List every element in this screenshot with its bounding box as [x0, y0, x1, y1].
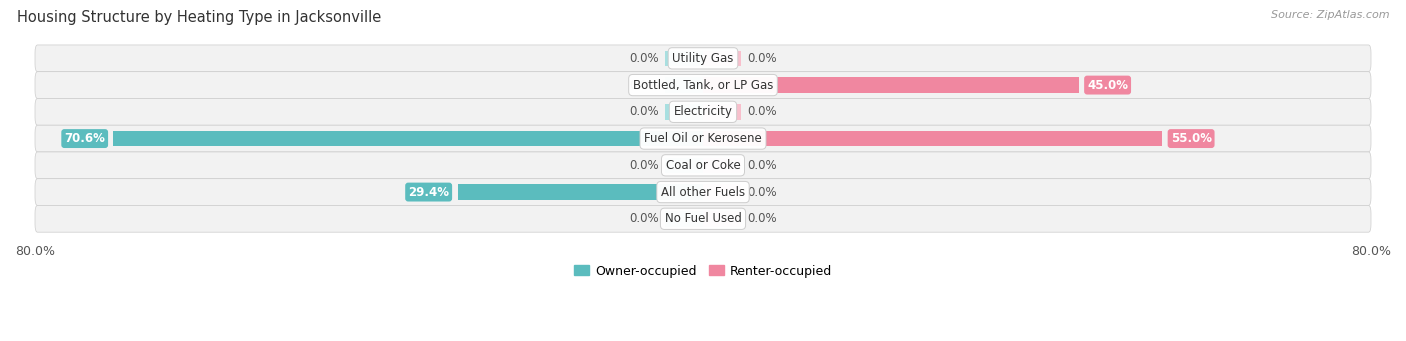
Bar: [703, 131, 1163, 146]
Text: Fuel Oil or Kerosene: Fuel Oil or Kerosene: [644, 132, 762, 145]
Text: 29.4%: 29.4%: [408, 186, 449, 198]
FancyBboxPatch shape: [35, 205, 1371, 232]
Text: 0.0%: 0.0%: [628, 212, 659, 225]
Text: 0.0%: 0.0%: [628, 78, 659, 92]
Bar: [703, 50, 741, 66]
Text: 0.0%: 0.0%: [747, 186, 778, 198]
FancyBboxPatch shape: [35, 152, 1371, 179]
Text: 0.0%: 0.0%: [628, 52, 659, 65]
Legend: Owner-occupied, Renter-occupied: Owner-occupied, Renter-occupied: [568, 260, 838, 283]
Text: 0.0%: 0.0%: [747, 52, 778, 65]
Text: Electricity: Electricity: [673, 105, 733, 118]
FancyBboxPatch shape: [35, 99, 1371, 125]
Text: Housing Structure by Heating Type in Jacksonville: Housing Structure by Heating Type in Jac…: [17, 10, 381, 25]
FancyBboxPatch shape: [35, 72, 1371, 99]
Text: All other Fuels: All other Fuels: [661, 186, 745, 198]
Text: 55.0%: 55.0%: [1171, 132, 1212, 145]
Bar: [665, 211, 703, 226]
Text: Source: ZipAtlas.com: Source: ZipAtlas.com: [1271, 10, 1389, 20]
Text: 0.0%: 0.0%: [747, 159, 778, 172]
FancyBboxPatch shape: [35, 45, 1371, 72]
Text: 0.0%: 0.0%: [628, 105, 659, 118]
Bar: [703, 158, 741, 173]
Bar: [703, 104, 741, 120]
FancyBboxPatch shape: [35, 179, 1371, 205]
Text: Utility Gas: Utility Gas: [672, 52, 734, 65]
Bar: [665, 158, 703, 173]
Bar: [703, 77, 1078, 93]
Text: 70.6%: 70.6%: [65, 132, 105, 145]
Bar: [703, 184, 741, 200]
Bar: [457, 184, 703, 200]
Bar: [703, 211, 741, 226]
Bar: [665, 77, 703, 93]
Bar: [665, 50, 703, 66]
Text: 45.0%: 45.0%: [1087, 78, 1128, 92]
Text: Coal or Coke: Coal or Coke: [665, 159, 741, 172]
Bar: [114, 131, 703, 146]
Text: Bottled, Tank, or LP Gas: Bottled, Tank, or LP Gas: [633, 78, 773, 92]
Bar: [665, 104, 703, 120]
Text: 0.0%: 0.0%: [747, 105, 778, 118]
FancyBboxPatch shape: [35, 125, 1371, 152]
Text: No Fuel Used: No Fuel Used: [665, 212, 741, 225]
Text: 0.0%: 0.0%: [747, 212, 778, 225]
Text: 0.0%: 0.0%: [628, 159, 659, 172]
